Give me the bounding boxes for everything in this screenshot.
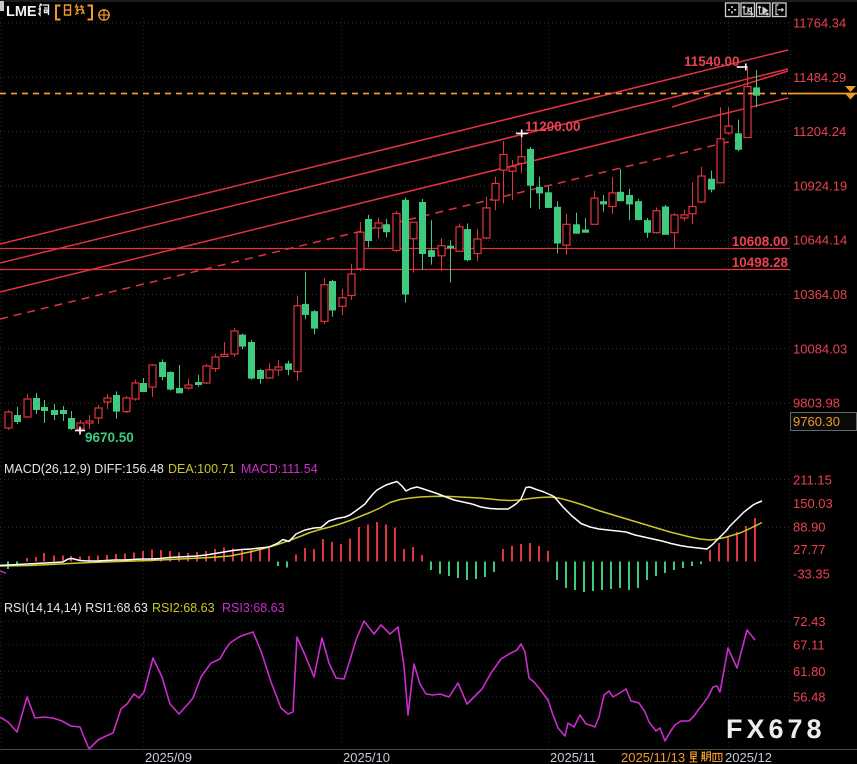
svg-text:11200.00: 11200.00 [525,119,581,134]
svg-text:10364.08: 10364.08 [793,287,847,302]
svg-text:9760.30: 9760.30 [793,414,840,429]
svg-text:11540.00: 11540.00 [684,54,740,69]
svg-text:-33.35: -33.35 [793,566,830,581]
svg-text:10084.03: 10084.03 [793,341,847,356]
svg-text:FX678: FX678 [726,714,826,744]
svg-text:DEA:100.71: DEA:100.71 [168,462,235,476]
svg-text:56.48: 56.48 [793,689,826,704]
svg-text:MACD(26,12,9) DIFF:156.48: MACD(26,12,9) DIFF:156.48 [4,462,164,476]
svg-text:67.11: 67.11 [793,637,825,652]
svg-text:2025/11: 2025/11 [550,750,596,764]
svg-text:27.77: 27.77 [793,542,826,557]
svg-text:10608.00: 10608.00 [732,234,788,249]
svg-text:11484.29: 11484.29 [793,70,846,85]
svg-text:150.03: 150.03 [793,496,833,511]
svg-text:11204.24: 11204.24 [793,124,846,139]
svg-text:72.43: 72.43 [793,614,826,629]
svg-text:RSI2:68.63: RSI2:68.63 [152,601,215,615]
svg-text:RSI3:68.63: RSI3:68.63 [222,601,285,615]
svg-text:2025/09: 2025/09 [145,750,192,764]
svg-text:2025/12: 2025/12 [725,750,772,764]
svg-text:9670.50: 9670.50 [85,430,134,445]
svg-text:211.15: 211.15 [793,473,832,488]
svg-text:10924.19: 10924.19 [793,178,847,193]
svg-text:MACD:111.54: MACD:111.54 [241,462,318,476]
svg-text:10498.28: 10498.28 [732,255,789,270]
svg-text:2025/10: 2025/10 [343,750,390,764]
svg-text:9803.98: 9803.98 [793,396,840,411]
svg-text:10644.14: 10644.14 [793,233,847,248]
svg-text:11764.34: 11764.34 [793,16,846,31]
svg-text:88.90: 88.90 [793,520,826,535]
svg-text:2025/11/13: 2025/11/13 [621,750,685,764]
svg-text:61.80: 61.80 [793,664,826,679]
svg-text:RSI(14,14,14) RSI1:68.63: RSI(14,14,14) RSI1:68.63 [4,601,148,615]
svg-text:LME: LME [6,4,37,20]
